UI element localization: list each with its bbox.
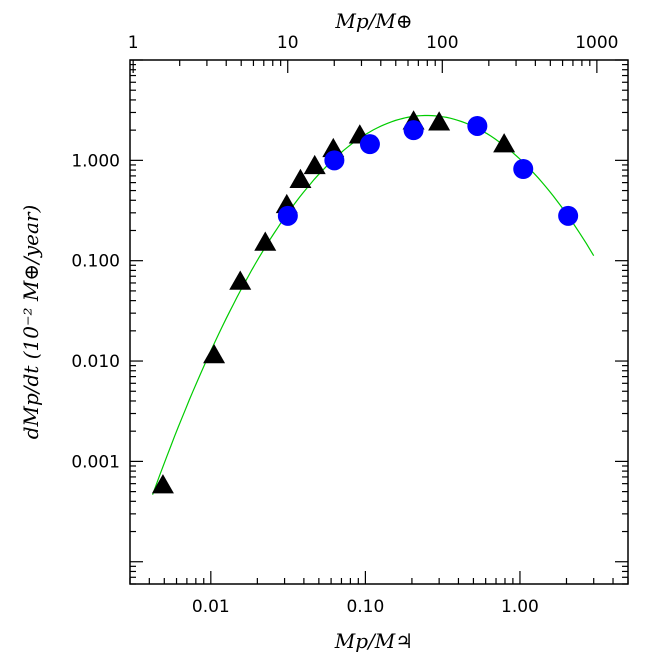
- x-tick-label-top: 1: [128, 33, 139, 53]
- triangle-point: [289, 168, 312, 189]
- triangle-point: [428, 111, 451, 131]
- triangle-point: [203, 343, 226, 364]
- triangle-point: [229, 270, 252, 290]
- x-tick-label-bottom: 0.01: [192, 597, 230, 617]
- circle-point: [403, 120, 424, 141]
- circle-point: [467, 115, 488, 136]
- axis-tick-labels: 0.001 0.010 0.100 1.000 0.01 0.10 1.00 1 10 100 10…: [71, 33, 618, 617]
- circle-point: [324, 150, 345, 171]
- circle-point: [359, 134, 380, 155]
- circle-point: [513, 158, 534, 179]
- x-tick-label-top: 10: [277, 33, 299, 53]
- x-tick-label-top: 100: [426, 33, 458, 53]
- triangle-point: [151, 474, 174, 494]
- triangle-point: [303, 154, 326, 175]
- y-tick-label: 1.000: [71, 151, 120, 171]
- y-tick-label: 0.001: [71, 452, 120, 472]
- data-markers: [151, 110, 579, 494]
- plot-frame: [129, 59, 629, 585]
- circle-point: [558, 205, 579, 226]
- x-axis-title-top: Mp/M⊕: [334, 9, 412, 33]
- y-tick-label: 0.010: [71, 352, 120, 372]
- y-tick-label: 0.100: [71, 252, 120, 272]
- axis-ticks: [129, 59, 629, 585]
- circle-point: [277, 205, 298, 226]
- fit-curve: [152, 114, 595, 495]
- triangle-point: [493, 133, 516, 153]
- y-axis-title: dMp/dt (10⁻² M⊕/year): [19, 205, 43, 440]
- x-axis-title-bottom: Mp/M♃: [334, 629, 413, 653]
- x-tick-label-bottom: 1.00: [501, 597, 539, 617]
- fit-curve-layer: [152, 114, 595, 495]
- triangle-point: [254, 231, 277, 251]
- x-tick-label-bottom: 0.10: [346, 597, 384, 617]
- x-tick-label-top: 1000: [575, 33, 618, 53]
